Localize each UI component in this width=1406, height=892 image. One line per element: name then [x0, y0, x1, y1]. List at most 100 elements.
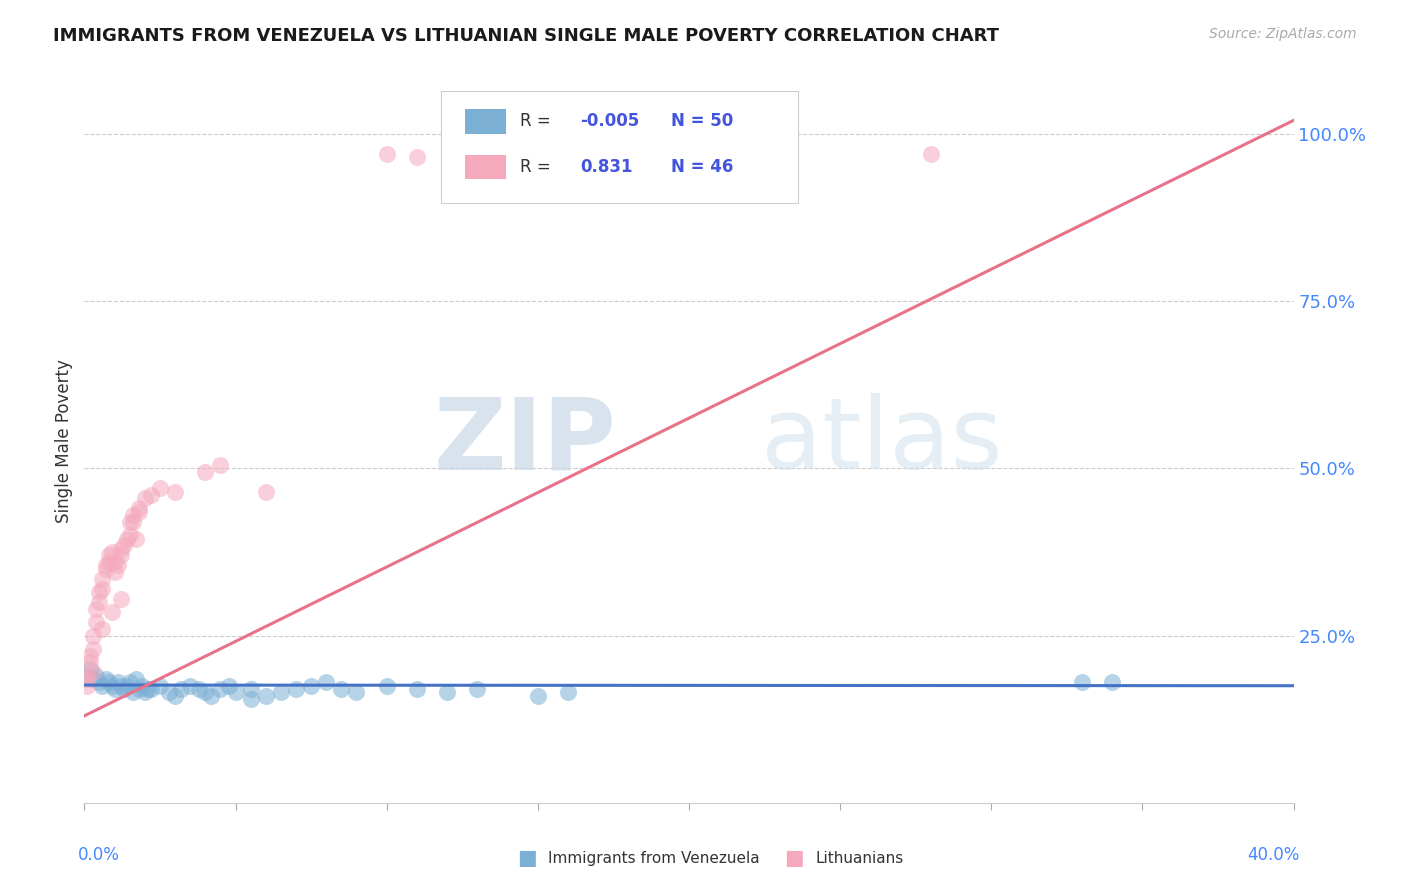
Point — [121, 508, 143, 523]
Text: 40.0%: 40.0% — [1247, 847, 1299, 864]
Point — [118, 675, 141, 690]
Point — [128, 501, 150, 516]
Point — [97, 675, 120, 690]
Point — [254, 484, 277, 499]
Point — [79, 662, 101, 676]
Point — [179, 679, 201, 693]
Text: ZIP: ZIP — [433, 393, 616, 490]
Text: ■: ■ — [517, 848, 537, 868]
Point — [110, 591, 132, 606]
Point — [104, 555, 127, 569]
Point — [125, 532, 148, 546]
Point — [121, 515, 143, 529]
Point — [104, 681, 127, 696]
Point — [121, 685, 143, 699]
FancyBboxPatch shape — [441, 91, 797, 203]
Point — [139, 488, 162, 502]
Point — [91, 582, 114, 596]
Point — [134, 491, 156, 506]
Point — [239, 692, 262, 706]
Point — [920, 147, 942, 161]
Point — [112, 681, 135, 696]
Point — [315, 675, 337, 690]
Point — [299, 679, 322, 693]
Text: Lithuanians: Lithuanians — [815, 851, 904, 865]
Point — [110, 679, 132, 693]
Point — [100, 545, 122, 559]
Point — [285, 681, 308, 696]
Point — [270, 685, 292, 699]
FancyBboxPatch shape — [465, 109, 506, 134]
Point — [239, 681, 262, 696]
Point — [200, 689, 222, 703]
Point — [94, 562, 117, 576]
Point — [165, 689, 187, 703]
Point — [76, 669, 98, 683]
Point — [165, 484, 187, 499]
Point — [346, 685, 368, 699]
Point — [91, 679, 114, 693]
Point — [82, 665, 104, 680]
Point — [110, 548, 132, 563]
Text: 0.0%: 0.0% — [79, 847, 120, 864]
Point — [89, 675, 111, 690]
Point — [115, 679, 138, 693]
Point — [139, 681, 162, 696]
Point — [97, 548, 120, 563]
Point — [170, 681, 193, 696]
Point — [89, 595, 111, 609]
Point — [467, 681, 489, 696]
Point — [118, 515, 141, 529]
Point — [94, 672, 117, 686]
Point — [104, 565, 127, 579]
Point — [125, 672, 148, 686]
Point — [406, 150, 429, 164]
Point — [107, 675, 129, 690]
Point — [82, 628, 104, 642]
Point — [100, 679, 122, 693]
Point — [209, 681, 232, 696]
Point — [1071, 675, 1094, 690]
Point — [254, 689, 277, 703]
Text: -0.005: -0.005 — [581, 112, 640, 130]
Point — [1101, 675, 1123, 690]
Point — [115, 532, 138, 546]
Text: Immigrants from Venezuela: Immigrants from Venezuela — [548, 851, 761, 865]
Point — [218, 679, 240, 693]
Point — [76, 672, 98, 686]
Point — [436, 685, 458, 699]
Text: N = 50: N = 50 — [671, 112, 733, 130]
Point — [330, 681, 353, 696]
Point — [112, 538, 135, 552]
Point — [527, 689, 550, 703]
Point — [118, 528, 141, 542]
Point — [94, 558, 117, 573]
Point — [225, 685, 247, 699]
Point — [128, 681, 150, 696]
Point — [149, 679, 172, 693]
Point — [82, 642, 104, 657]
Point — [375, 679, 398, 693]
Point — [149, 482, 172, 496]
Text: ■: ■ — [785, 848, 804, 868]
Point — [91, 572, 114, 586]
Point — [100, 605, 122, 619]
Point — [110, 541, 132, 556]
Point — [82, 672, 104, 686]
Point — [86, 615, 108, 630]
Point — [375, 147, 398, 161]
Point — [209, 458, 232, 472]
Point — [79, 655, 101, 669]
Point — [128, 505, 150, 519]
Point — [76, 669, 98, 683]
Point — [89, 585, 111, 599]
Point — [91, 622, 114, 636]
Point — [131, 679, 153, 693]
Point — [194, 685, 217, 699]
Point — [188, 681, 211, 696]
Text: R =: R = — [520, 112, 555, 130]
Point — [107, 558, 129, 573]
Point — [76, 679, 98, 693]
Point — [194, 465, 217, 479]
Y-axis label: Single Male Poverty: Single Male Poverty — [55, 359, 73, 524]
